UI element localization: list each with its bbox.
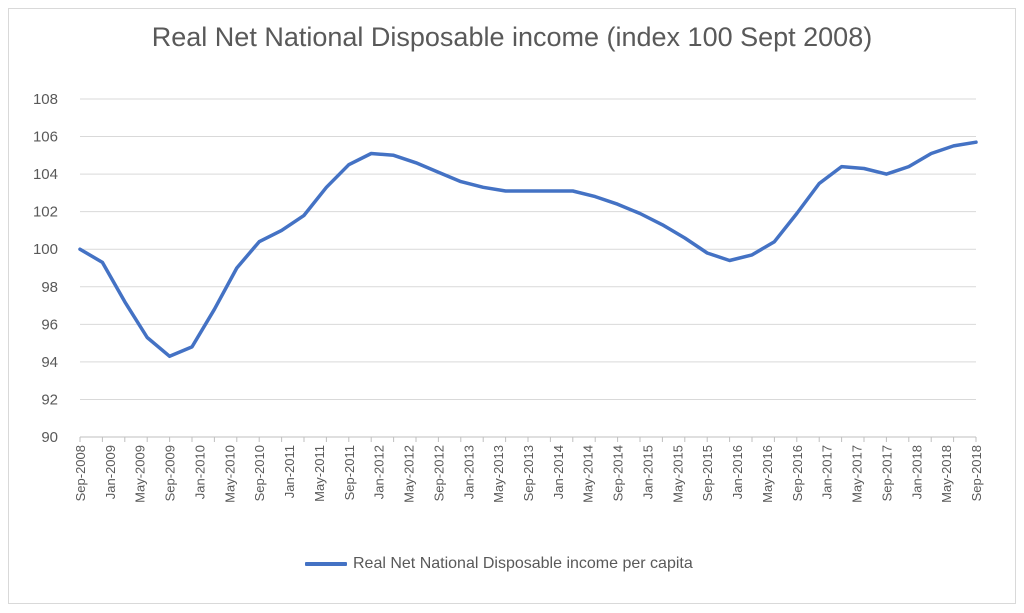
gridlines [80, 98, 976, 400]
x-tick-label: May-2013 [491, 445, 506, 503]
x-tick-label: Jan-2011 [282, 445, 297, 498]
x-tick-label: Jan-2015 [640, 445, 655, 499]
y-tick-label: 96 [41, 316, 58, 333]
x-axis-tick-labels: Sep-2008 Jan-2009 May-2009 Sep-2009 Jan-2010… [73, 445, 984, 503]
x-tick-label: Sep-2015 [700, 445, 715, 501]
x-tick-label: Jan-2010 [192, 445, 207, 499]
x-tick-label: May-2017 [850, 445, 865, 503]
y-tick-label: 108 [33, 91, 58, 108]
y-tick-label: 102 [33, 204, 58, 221]
x-tick-label: May-2015 [670, 445, 685, 503]
y-tick-label: 98 [41, 279, 58, 296]
x-tick-label: Jan-2018 [909, 445, 924, 499]
x-tick-label: Jan-2014 [551, 445, 566, 499]
x-tick-label: Sep-2012 [431, 445, 446, 501]
x-tick-label: Sep-2016 [790, 445, 805, 501]
x-tick-label: May-2014 [581, 445, 596, 503]
y-tick-label: 100 [33, 241, 58, 258]
x-tick-label: Sep-2017 [879, 445, 894, 501]
legend: Real Net National Disposable income per … [305, 552, 693, 576]
x-tick-label: May-2010 [222, 445, 237, 503]
x-tick-label: Sep-2018 [969, 445, 984, 501]
x-tick-label: Sep-2013 [521, 445, 536, 501]
x-tick-label: Jan-2012 [372, 445, 387, 499]
legend-swatch [305, 562, 347, 566]
x-tick-label: May-2012 [402, 445, 417, 503]
x-tick-label: May-2018 [939, 445, 954, 503]
chart-area [8, 8, 1016, 604]
y-tick-label: 90 [41, 429, 58, 446]
series-lines [78, 140, 978, 359]
x-tick-label: May-2016 [760, 445, 775, 503]
x-tick-label: Sep-2014 [611, 445, 626, 501]
x-tick-label: Jan-2013 [461, 445, 476, 499]
series-line [78, 140, 978, 359]
x-axis [79, 436, 977, 442]
y-tick-label: 92 [41, 391, 58, 408]
legend-label: Real Net National Disposable income per … [353, 555, 693, 572]
x-tick-label: Jan-2017 [820, 445, 835, 499]
x-tick-label: Sep-2010 [252, 445, 267, 501]
x-tick-label: Sep-2011 [342, 445, 357, 500]
y-tick-label: 94 [41, 354, 58, 371]
x-tick-label: Sep-2009 [163, 445, 178, 501]
y-tick-label: 104 [33, 166, 58, 183]
y-tick-label: 106 [33, 129, 58, 146]
x-tick-label: Jan-2016 [730, 445, 745, 499]
chart-title: Real Net National Disposable income (ind… [151, 22, 873, 52]
x-tick-label: Jan-2009 [103, 445, 118, 499]
x-tick-label: May-2009 [133, 445, 148, 503]
x-tick-label: Sep-2008 [73, 445, 88, 501]
x-tick-label: May-2011 [312, 445, 327, 502]
y-axis-tick-labels: 90 92 94 96 98 100 102 104 106 108 [33, 91, 58, 446]
